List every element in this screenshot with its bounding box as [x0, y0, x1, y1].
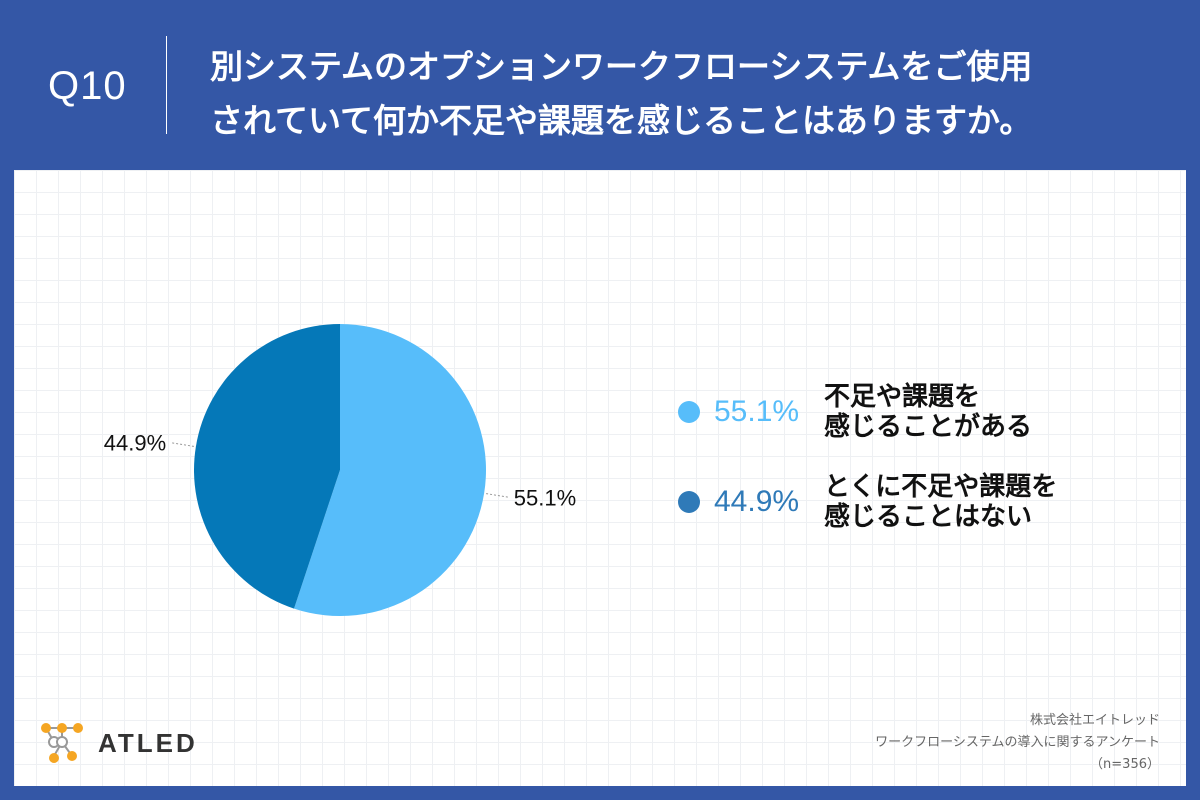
- legend-label-absent-line-1: とくに不足や課題を: [824, 472, 1058, 502]
- pie-slice-present: [294, 324, 487, 616]
- source-company: 株式会社エイトレッド: [1029, 713, 1160, 728]
- legend-label-present-line-1: 不足や課題を: [824, 382, 981, 412]
- legend-item-present: 55.1% 不足や課題を 感じることがある: [678, 382, 1104, 442]
- pie-data-label-absent: 44.9%: [104, 431, 166, 456]
- pie-chart: 55.1% 44.9%: [104, 324, 576, 616]
- legend-label-present-line-2: 感じることがある: [824, 412, 1033, 442]
- pie-data-label-present: 55.1%: [514, 485, 576, 510]
- chart-panel: 55.1% 44.9% 55.1% 不足や課題を 感じることがある 44.9% …: [14, 170, 1186, 786]
- source-note: 株式会社エイトレッド ワークフローシステムの導入に関するアンケート （n=356…: [875, 710, 1160, 776]
- source-survey: ワークフローシステムの導入に関するアンケート: [875, 735, 1160, 750]
- question-number: Q10: [48, 64, 127, 108]
- leader-line-absent: [170, 442, 194, 447]
- atled-logo-icon: [41, 723, 83, 763]
- legend-label-present: 不足や課題を 感じることがある: [824, 382, 1104, 442]
- question-title-line-2: されていて何か不足や課題を感じることはありますか。: [210, 101, 1033, 140]
- question-title: 別システムのオプションワークフローシステムをご使用 されていて何か不足や課題を感…: [210, 40, 1170, 148]
- atled-logo-text: ATLED: [98, 727, 198, 758]
- legend-dot-present-icon: [678, 401, 700, 423]
- source-sample: （n=356）: [1090, 757, 1160, 772]
- legend-dot-absent-icon: [678, 491, 700, 513]
- atled-logo: ATLED: [38, 720, 198, 766]
- pie-slice-absent: [194, 324, 340, 609]
- question-title-line-1: 別システムのオプションワークフローシステムをご使用: [210, 47, 1033, 86]
- legend-label-absent-line-2: 感じることはない: [824, 502, 1033, 532]
- legend-percent-absent: 44.9%: [714, 485, 800, 518]
- legend-label-absent: とくに不足や課題を 感じることはない: [824, 472, 1104, 532]
- header-divider: [166, 36, 167, 134]
- legend-item-absent: 44.9% とくに不足や課題を 感じることはない: [678, 472, 1104, 532]
- leader-line-present: [486, 493, 510, 498]
- header-bar: Q10 別システムのオプションワークフローシステムをご使用 されていて何か不足や…: [0, 0, 1200, 170]
- legend-percent-present: 55.1%: [714, 395, 800, 428]
